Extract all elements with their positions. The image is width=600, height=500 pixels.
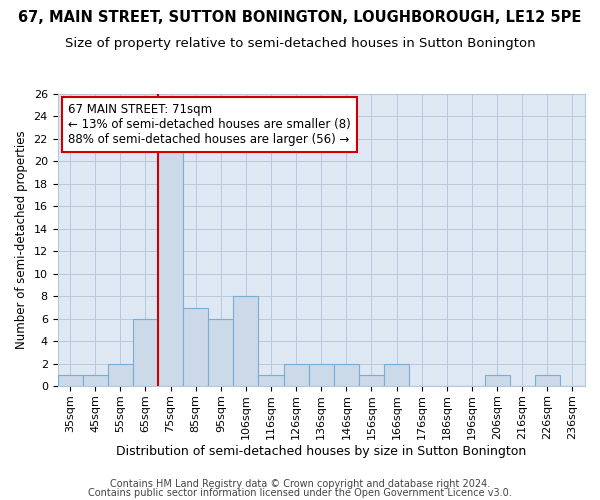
Bar xyxy=(108,364,133,386)
Bar xyxy=(485,375,509,386)
Bar xyxy=(83,375,108,386)
Bar xyxy=(284,364,309,386)
Bar xyxy=(359,375,384,386)
X-axis label: Distribution of semi-detached houses by size in Sutton Bonington: Distribution of semi-detached houses by … xyxy=(116,444,526,458)
Bar xyxy=(133,319,158,386)
Text: 67, MAIN STREET, SUTTON BONINGTON, LOUGHBOROUGH, LE12 5PE: 67, MAIN STREET, SUTTON BONINGTON, LOUGH… xyxy=(19,10,581,25)
Bar xyxy=(58,375,83,386)
Bar xyxy=(384,364,409,386)
Bar xyxy=(334,364,359,386)
Bar xyxy=(259,375,284,386)
Bar xyxy=(309,364,334,386)
Bar xyxy=(158,150,183,386)
Text: Size of property relative to semi-detached houses in Sutton Bonington: Size of property relative to semi-detach… xyxy=(65,38,535,51)
Text: 67 MAIN STREET: 71sqm
← 13% of semi-detached houses are smaller (8)
88% of semi-: 67 MAIN STREET: 71sqm ← 13% of semi-deta… xyxy=(68,103,351,146)
Bar xyxy=(183,308,208,386)
Bar xyxy=(208,319,233,386)
Bar xyxy=(233,296,259,386)
Text: Contains HM Land Registry data © Crown copyright and database right 2024.: Contains HM Land Registry data © Crown c… xyxy=(110,479,490,489)
Y-axis label: Number of semi-detached properties: Number of semi-detached properties xyxy=(15,131,28,350)
Text: Contains public sector information licensed under the Open Government Licence v3: Contains public sector information licen… xyxy=(88,488,512,498)
Bar xyxy=(535,375,560,386)
